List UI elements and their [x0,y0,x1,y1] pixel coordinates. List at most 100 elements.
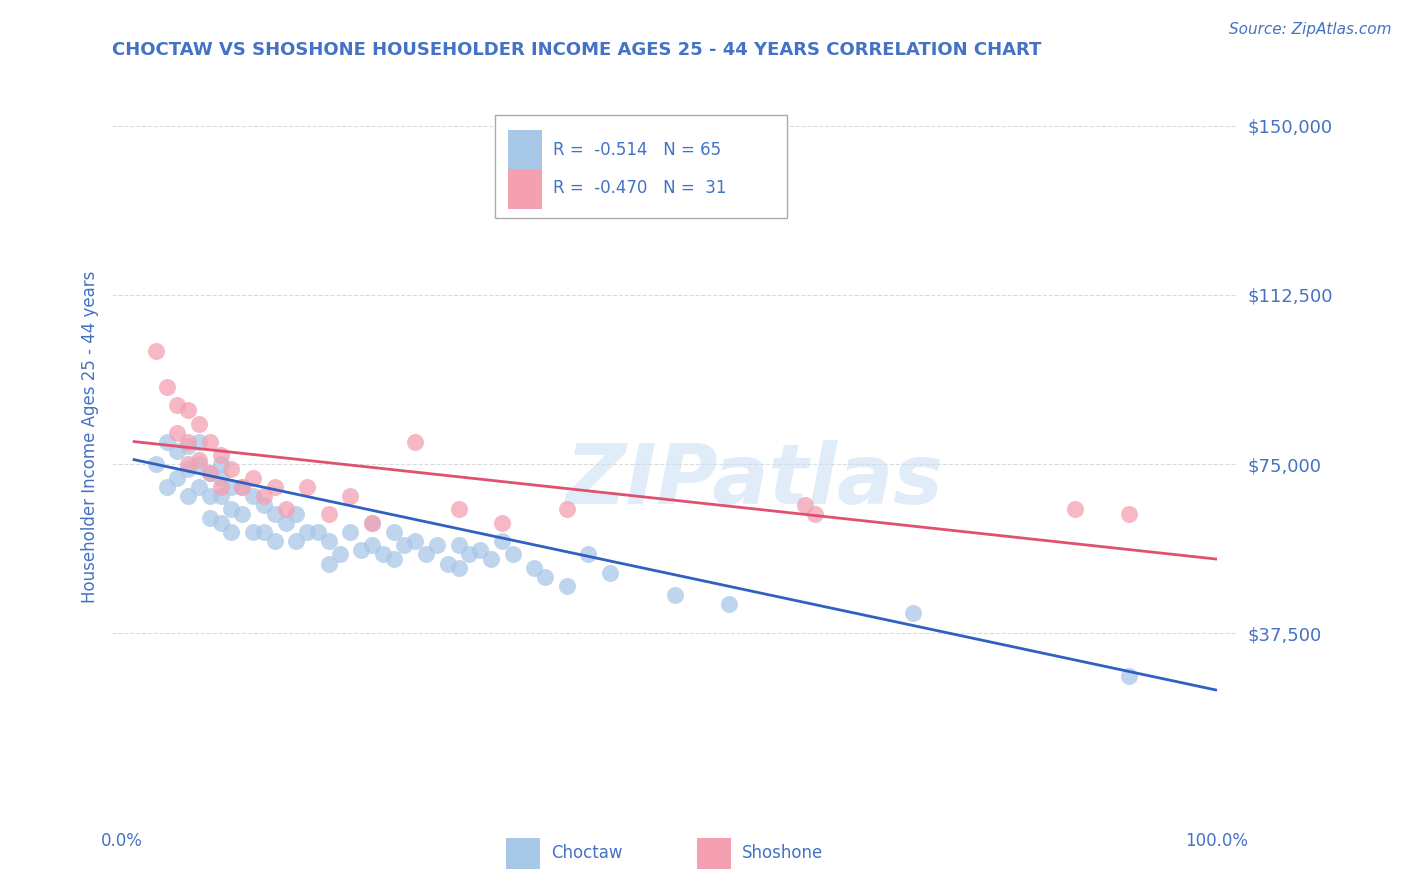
Point [209,471,232,485]
Point [145,344,167,359]
Point [361,516,384,530]
Point [534,570,557,584]
Text: ZIPatlas: ZIPatlas [565,441,942,522]
Point [555,502,578,516]
Point [166,425,188,440]
FancyBboxPatch shape [506,838,540,869]
Point [166,443,188,458]
Point [318,507,340,521]
Point [231,480,253,494]
Point [1064,502,1087,516]
Point [1118,507,1140,521]
Point [901,606,924,620]
Point [231,480,253,494]
Point [242,471,264,485]
Point [253,489,276,503]
Point [491,516,513,530]
Point [221,524,243,539]
Point [198,434,221,449]
Point [209,448,232,462]
Point [404,434,426,449]
Point [523,561,546,575]
Point [155,380,177,394]
Point [209,516,232,530]
Point [253,524,276,539]
FancyBboxPatch shape [697,838,731,869]
Text: Shoshone: Shoshone [742,844,824,862]
Point [274,516,297,530]
Point [576,548,599,562]
Point [198,466,221,480]
Point [198,466,221,480]
Point [221,502,243,516]
Point [155,434,177,449]
Point [318,533,340,548]
Point [295,524,318,539]
Point [295,480,318,494]
Point [166,471,188,485]
Point [209,480,232,494]
Point [198,489,221,503]
Point [447,561,470,575]
Point [285,507,308,521]
Point [415,548,437,562]
Point [447,538,470,552]
Point [793,498,815,512]
Point [263,480,285,494]
Text: Source: ZipAtlas.com: Source: ZipAtlas.com [1229,22,1392,37]
Point [458,548,481,562]
Point [221,480,243,494]
Text: R =  -0.470   N =  31: R = -0.470 N = 31 [554,179,727,197]
Point [555,579,578,593]
Point [145,457,167,471]
Point [263,507,285,521]
Text: Choctaw: Choctaw [551,844,623,862]
Point [394,538,416,552]
Point [177,439,200,453]
Text: 0.0%: 0.0% [101,832,143,850]
Point [382,524,405,539]
Point [318,557,340,571]
FancyBboxPatch shape [509,130,543,170]
Point [664,588,686,602]
Point [382,552,405,566]
Point [242,489,264,503]
Point [717,597,740,611]
Point [479,552,502,566]
Point [177,461,200,475]
Point [1118,669,1140,683]
Point [361,538,384,552]
Point [436,557,458,571]
Point [361,516,384,530]
Point [166,399,188,413]
Point [253,498,276,512]
Point [307,524,329,539]
Point [502,548,524,562]
Point [242,524,264,539]
Point [263,533,285,548]
Y-axis label: Householder Income Ages 25 - 44 years: Householder Income Ages 25 - 44 years [80,271,98,603]
Point [274,502,297,516]
Point [188,452,211,467]
Point [447,502,470,516]
Point [371,548,394,562]
Text: R =  -0.514   N = 65: R = -0.514 N = 65 [554,141,721,159]
Point [231,507,253,521]
Text: CHOCTAW VS SHOSHONE HOUSEHOLDER INCOME AGES 25 - 44 YEARS CORRELATION CHART: CHOCTAW VS SHOSHONE HOUSEHOLDER INCOME A… [112,41,1042,59]
Text: 100.0%: 100.0% [1185,832,1249,850]
Point [177,457,200,471]
Point [155,480,177,494]
Point [804,507,827,521]
Point [177,403,200,417]
Point [188,434,211,449]
Point [339,524,361,539]
Point [329,548,352,562]
FancyBboxPatch shape [495,115,787,218]
Point [599,566,621,580]
Point [426,538,449,552]
Point [198,511,221,525]
Point [339,489,361,503]
Point [188,480,211,494]
Point [285,533,308,548]
Point [404,533,426,548]
